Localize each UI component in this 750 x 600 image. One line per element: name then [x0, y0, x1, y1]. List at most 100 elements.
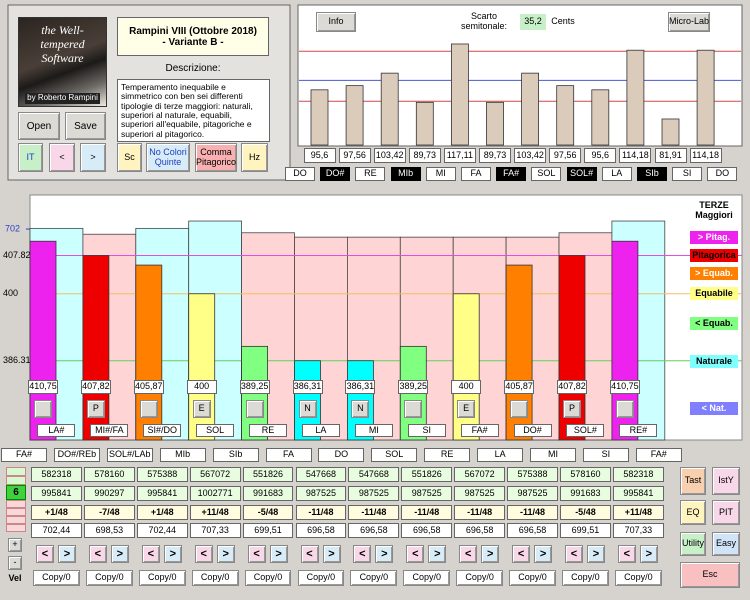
table-cell: 567072 — [189, 467, 241, 482]
arrow-right[interactable]: > — [269, 545, 288, 563]
tool-button[interactable]: PIT — [712, 500, 740, 525]
copy-button[interactable]: Copy/0 — [297, 570, 345, 586]
arrow-right[interactable]: > — [587, 545, 605, 563]
third-marker[interactable]: P — [86, 400, 105, 418]
table-cell: 1002771 — [189, 486, 241, 501]
minus-button[interactable]: - — [8, 556, 22, 570]
copy-button[interactable]: Copy/0 — [403, 570, 451, 586]
semitone-bar — [415, 101, 434, 146]
title-line: Rampini VIII (Ottobre 2018) — [129, 25, 257, 37]
save-button[interactable]: Save — [65, 112, 106, 140]
micro-lab-button[interactable]: Micro-Lab — [668, 12, 710, 32]
third-value: 405,87 — [133, 380, 164, 394]
arrow-left[interactable]: < — [459, 545, 478, 563]
table-cell: 698,53 — [83, 523, 135, 538]
table-cell: +1/48 — [136, 505, 188, 520]
arrow-right[interactable]: > — [481, 545, 500, 563]
next-button[interactable]: > — [80, 143, 106, 172]
arrow-left[interactable]: < — [36, 545, 54, 563]
legend-heading: TERZE — [699, 200, 729, 211]
copy-button[interactable]: Copy/0 — [350, 570, 398, 586]
table-cell: 582318 — [31, 467, 82, 482]
arrow-left[interactable]: < — [565, 545, 583, 563]
arrow-left[interactable]: < — [512, 545, 531, 563]
arrow-left[interactable]: < — [300, 545, 319, 563]
arrow-right[interactable]: > — [110, 545, 129, 563]
legend-item: Pitagorica — [690, 249, 738, 262]
third-marker[interactable] — [510, 400, 529, 418]
arrow-right[interactable]: > — [322, 545, 341, 563]
plus-button[interactable]: + — [8, 538, 22, 552]
arrow-right[interactable]: > — [163, 545, 182, 563]
third-marker[interactable]: P — [563, 400, 581, 418]
copy-button[interactable]: Copy/0 — [456, 570, 504, 586]
third-marker[interactable] — [34, 400, 52, 418]
tool-button[interactable]: Esc — [680, 562, 740, 588]
arrow-right[interactable]: > — [58, 545, 76, 563]
tool-button[interactable]: EQ — [680, 500, 706, 525]
arrow-right[interactable]: > — [428, 545, 447, 563]
no-colors-button[interactable]: No Colori Quinte — [146, 143, 190, 172]
arrow-left[interactable]: < — [194, 545, 213, 563]
table-cell: 707,33 — [612, 523, 664, 538]
tool-button[interactable]: Easy — [712, 532, 740, 556]
info-button[interactable]: Info — [316, 12, 356, 32]
arrow-left[interactable]: < — [247, 545, 266, 563]
arrow-left[interactable]: < — [406, 545, 425, 563]
third-tick-label: 386.31 — [3, 355, 31, 365]
temperament-title: Rampini VIII (Ottobre 2018) - Variante B … — [117, 17, 269, 56]
table-cell: 987525 — [507, 486, 558, 501]
arrow-left[interactable]: < — [141, 545, 160, 563]
open-button[interactable]: Open — [18, 112, 60, 140]
table-cell: -11/48 — [507, 505, 558, 520]
arrow-right[interactable]: > — [375, 545, 394, 563]
copy-button[interactable]: Copy/0 — [33, 570, 80, 586]
table-cell: 551826 — [242, 467, 294, 482]
copy-button[interactable]: Copy/0 — [138, 570, 186, 586]
table-cell: 575388 — [136, 467, 188, 482]
table-cell: 707,33 — [189, 523, 241, 538]
tool-button[interactable]: Utility — [680, 532, 706, 556]
hz-button[interactable]: Hz — [241, 143, 268, 172]
circle-note: MI — [530, 448, 576, 462]
copy-button[interactable]: Copy/0 — [191, 570, 239, 586]
legend-item: < Equab. — [690, 317, 738, 330]
table-cell: +11/48 — [189, 505, 241, 520]
third-marker[interactable] — [139, 400, 158, 418]
third-value: 400 — [451, 380, 482, 394]
circle-note: LA — [477, 448, 524, 462]
copy-button[interactable]: Copy/0 — [85, 570, 133, 586]
table-cell: -11/48 — [401, 505, 453, 520]
logo: the Well-tempered Software by Roberto Ram… — [18, 17, 107, 107]
third-marker[interactable]: N — [298, 400, 317, 418]
copy-button[interactable]: Copy/0 — [562, 570, 609, 586]
title-line: - Variante B - — [162, 36, 224, 48]
arrow-right[interactable]: > — [639, 545, 658, 563]
third-marker[interactable]: E — [457, 400, 476, 418]
copy-button[interactable]: Copy/0 — [244, 570, 292, 586]
arrow-right[interactable]: > — [534, 545, 553, 563]
note-label: SI — [672, 167, 703, 181]
note-label: MI — [425, 167, 456, 181]
legend-item: > Pitag. — [690, 231, 738, 244]
third-marker[interactable]: E — [192, 400, 211, 418]
legend-item: > Equab. — [690, 267, 738, 280]
comma-button[interactable]: Comma Pitagorico — [195, 143, 237, 172]
it-button[interactable]: IT — [18, 143, 43, 172]
third-marker[interactable] — [245, 400, 264, 418]
tool-button[interactable]: Tast — [680, 467, 706, 495]
third-marker[interactable] — [404, 400, 423, 418]
third-marker[interactable] — [615, 400, 634, 418]
third-marker[interactable]: N — [351, 400, 370, 418]
tool-button[interactable]: IstY — [712, 467, 740, 495]
sc-button[interactable]: Sc — [117, 143, 142, 172]
arrow-left[interactable]: < — [353, 545, 372, 563]
arrow-right[interactable]: > — [216, 545, 235, 563]
arrow-left[interactable]: < — [88, 545, 107, 563]
copy-button[interactable]: Copy/0 — [509, 570, 556, 586]
legend-item: Equabile — [690, 287, 738, 300]
table-cell: 699,51 — [560, 523, 611, 538]
arrow-left[interactable]: < — [617, 545, 636, 563]
prev-button[interactable]: < — [49, 143, 75, 172]
copy-button[interactable]: Copy/0 — [614, 570, 662, 586]
